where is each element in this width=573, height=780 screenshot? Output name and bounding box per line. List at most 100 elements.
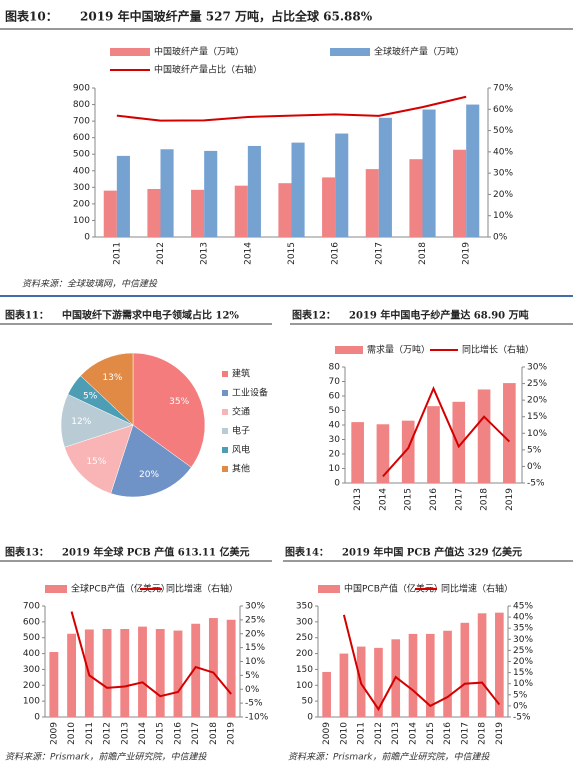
y2-tick-label: 25%	[245, 615, 265, 625]
y-tick-label: 100	[23, 697, 40, 707]
legend-swatch	[222, 428, 228, 434]
y2-tick-label: 35%	[513, 624, 533, 634]
x-tick-label: 2013	[200, 242, 210, 265]
legend-swatch	[318, 585, 340, 593]
bar	[247, 145, 261, 237]
y-tick-label: 600	[23, 617, 40, 627]
figure-label: 图表11：	[5, 309, 49, 322]
legend-swatch	[110, 48, 150, 56]
y2-tick-label: 10%	[513, 679, 533, 689]
y2-tick-label: 20%	[527, 396, 547, 406]
bar	[477, 613, 487, 717]
bar	[422, 109, 436, 237]
y-tick-label: 200	[296, 649, 313, 659]
figure-title: 2019 年全球 PCB 产值 613.11 亿美元	[62, 546, 249, 559]
x-tick-label: 2017	[460, 722, 470, 745]
legend-label: 建筑	[232, 368, 250, 380]
y2-tick-label: -10%	[245, 713, 269, 723]
pie-slice	[110, 424, 192, 498]
figure-title: 2019 年中国玻纤产量 527 万吨，占比全球 65.88%	[80, 9, 373, 24]
slice-label: 5%	[83, 391, 98, 401]
y2-tick-label: 25%	[513, 646, 533, 656]
bar	[155, 628, 165, 717]
x-tick-label: 2016	[173, 722, 183, 745]
x-tick-label: 2019	[227, 722, 237, 745]
x-tick-label: 2018	[418, 242, 428, 265]
y2-tick-label: 20%	[245, 629, 265, 639]
bar	[452, 401, 466, 483]
x-tick-label: 2016	[429, 488, 439, 511]
x-tick-label: 2011	[357, 722, 367, 745]
y2-tick-label: 10%	[493, 211, 513, 221]
x-tick-label: 2012	[156, 242, 166, 265]
bar	[401, 420, 415, 483]
y-tick-label: 0	[34, 713, 40, 723]
line-series	[70, 611, 232, 698]
pie-slice	[64, 424, 134, 494]
y-tick-label: 200	[23, 681, 40, 691]
figure-label: 图表12：	[292, 309, 336, 322]
y-tick-label: 40	[329, 421, 341, 431]
y-tick-label: 0	[84, 233, 90, 243]
y-tick-label: 10	[329, 464, 341, 474]
y-tick-label: 900	[73, 84, 90, 94]
y-tick-label: 70	[329, 377, 341, 387]
y2-tick-label: -5%	[245, 699, 263, 709]
source: 资料来源：Prismark，前瞻产业研究院，中信建投	[5, 752, 208, 763]
x-tick-label: 2019	[495, 722, 505, 745]
bar	[425, 633, 435, 717]
x-tick-label: 2015	[156, 722, 166, 745]
y-tick-label: 100	[73, 216, 90, 226]
y2-tick-label: 30%	[527, 363, 547, 373]
bar	[208, 618, 218, 717]
bar	[120, 628, 130, 717]
slice-label: 35%	[169, 397, 189, 407]
bar	[116, 155, 130, 237]
y2-tick-label: 10%	[245, 657, 265, 667]
legend-swatch	[222, 466, 228, 472]
bar	[278, 183, 292, 237]
bar	[495, 612, 504, 717]
x-tick-label: 2009	[49, 722, 59, 745]
bar	[453, 149, 467, 237]
x-tick-label: 2019	[462, 242, 472, 265]
y2-tick-label: 20%	[513, 657, 533, 667]
x-tick-label: 2012	[374, 722, 384, 745]
bar	[378, 117, 392, 237]
x-tick-label: 2017	[374, 242, 384, 265]
legend-swatch	[222, 371, 228, 377]
bar	[191, 623, 201, 717]
y-tick-label: 300	[73, 183, 90, 193]
y2-tick-label: 60%	[493, 105, 513, 115]
y2-tick-label: 15%	[245, 643, 265, 653]
bar	[339, 653, 349, 717]
y-tick-label: 800	[73, 100, 90, 110]
bar	[409, 159, 423, 237]
bar	[322, 671, 331, 717]
x-tick-label: 2011	[85, 722, 95, 745]
y-tick-label: 60	[329, 392, 341, 402]
y2-tick-label: 50%	[493, 126, 513, 136]
y-tick-label: 50	[329, 406, 341, 416]
x-tick-label: 2013	[391, 722, 401, 745]
x-tick-label: 2014	[138, 722, 148, 745]
bar	[191, 189, 205, 237]
x-tick-label: 2015	[287, 242, 297, 265]
bar	[443, 630, 452, 717]
bar	[427, 406, 440, 483]
bar	[466, 104, 480, 237]
legend-label: 其他	[232, 463, 250, 475]
x-tick-label: 2018	[209, 722, 219, 745]
x-tick-label: 2015	[404, 488, 414, 511]
y-tick-label: 400	[73, 166, 90, 176]
figure-title: 2019 年中国 PCB 产值达 329 亿美元	[342, 546, 522, 559]
bar	[49, 651, 59, 717]
legend-label: 同比增长（右轴）	[462, 344, 534, 356]
bar	[226, 619, 236, 717]
bar	[160, 149, 174, 237]
slice-label: 13%	[102, 373, 122, 383]
x-tick-label: 2016	[331, 242, 341, 265]
source: 资料来源：Prismark，前瞻产业研究院，中信建投	[288, 752, 491, 763]
figure-label: 图表10：	[5, 9, 58, 24]
